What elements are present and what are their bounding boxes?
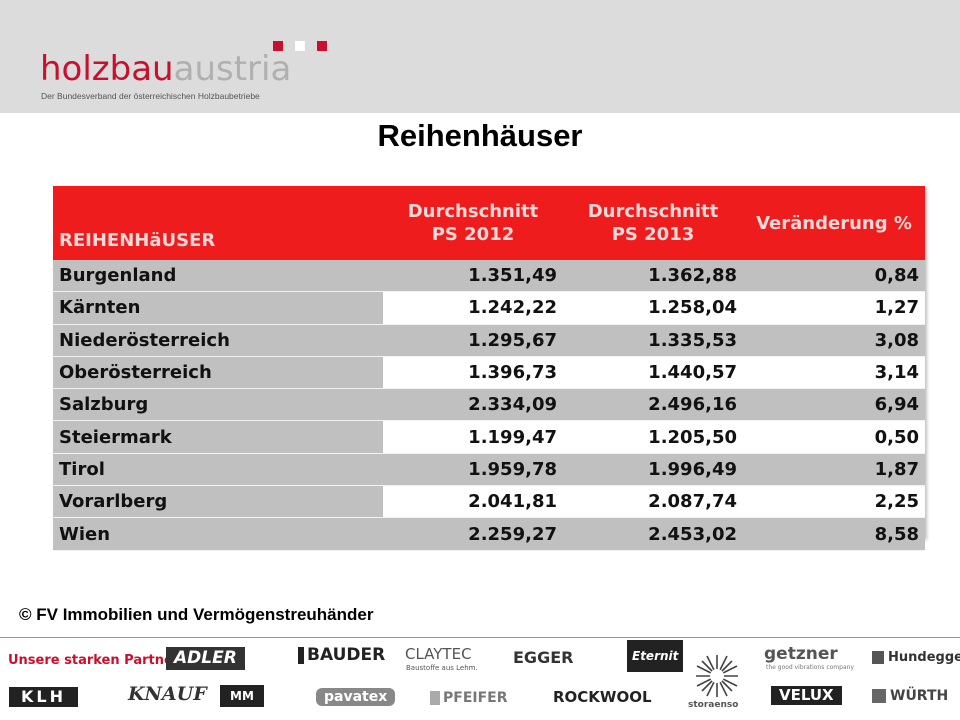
knauf-logo: KNAUF — [128, 683, 207, 705]
table-row: Tirol 1.959,78 1.996,49 1,87 — [53, 453, 925, 487]
table-row: Burgenland 1.351,49 1.362,88 0,84 — [53, 260, 925, 293]
value-cell: 1.335,53 — [563, 324, 743, 357]
header-ps2012: Durchschnitt PS 2012 — [383, 186, 563, 260]
logo-austria: austria — [173, 49, 292, 89]
storaenso-sunburst-icon — [694, 653, 740, 702]
value-cell: 1.351,49 — [383, 260, 563, 293]
table-row: Niederösterreich 1.295,67 1.335,53 3,08 — [53, 324, 925, 357]
logo-subtitle: Der Bundesverband der österreichischen H… — [41, 91, 260, 101]
table-header-row: REIHENHäUSER Durchschnitt PS 2012 Durchsc… — [53, 186, 925, 260]
value-cell: 2.334,09 — [383, 388, 563, 422]
value-cell: 2.087,74 — [563, 485, 743, 519]
value-cell: 1,27 — [743, 291, 925, 325]
footer-divider — [0, 637, 960, 638]
egger-logo: EGGER — [513, 648, 574, 667]
pfeifer-logo: PFEIFER — [430, 691, 508, 705]
getzner-logo: getzner — [764, 644, 838, 664]
logo-squares — [273, 38, 339, 51]
storaenso-logo: storaenso — [688, 700, 739, 710]
adler-logo: ADLER — [166, 647, 245, 670]
rockwool-logo: ROCKWOOL — [553, 688, 652, 706]
value-cell: 2.259,27 — [383, 517, 563, 551]
region-cell: Steiermark — [53, 420, 383, 454]
region-cell: Kärnten — [53, 291, 383, 325]
pavatex-logo: pavatex — [316, 688, 396, 706]
value-cell: 3,14 — [743, 356, 925, 390]
value-cell: 1.295,67 — [383, 324, 563, 357]
wuerth-logo: WÜRTH — [872, 689, 948, 703]
value-cell: 6,94 — [743, 388, 925, 422]
data-table-container: REIHENHäUSER Durchschnitt PS 2012 Durchsc… — [53, 186, 925, 551]
value-cell: 3,08 — [743, 324, 925, 357]
header-ps2013-line2: PS 2013 — [611, 224, 695, 245]
header-ps2012-line2: PS 2012 — [431, 224, 515, 245]
logo-square-red — [317, 41, 327, 51]
logo-square-red — [273, 41, 283, 51]
holzbauaustria-logo: holzbauaustria — [40, 50, 291, 88]
header-ps2012-line1: Durchschnitt — [407, 201, 539, 222]
klh-logo: KLH — [9, 687, 78, 707]
table-row: Steiermark 1.199,47 1.205,50 0,50 — [53, 420, 925, 454]
header-band: holzbauaustria Der Bundesverband der öst… — [0, 0, 960, 113]
mm-logo: MM — [220, 685, 264, 707]
data-table: REIHENHäUSER Durchschnitt PS 2012 Durchsc… — [53, 186, 925, 551]
claytec-tagline: Baustoffe aus Lehm. — [406, 664, 478, 672]
value-cell: 1.242,22 — [383, 291, 563, 325]
eternit-logo: Eternit — [627, 640, 684, 672]
velux-logo: VELUX — [771, 686, 842, 705]
value-cell: 2.453,02 — [563, 517, 743, 551]
header-change: Veränderung % — [743, 186, 925, 260]
region-cell: Niederösterreich — [53, 324, 383, 357]
region-cell: Wien — [53, 517, 383, 551]
copyright-notice: © FV Immobilien und Vermögenstreuhänder — [19, 605, 374, 624]
claytec-logo: CLAYTEC — [405, 645, 472, 663]
region-cell: Salzburg — [53, 388, 383, 422]
table-row: Vorarlberg 2.041,81 2.087,74 2,25 — [53, 485, 925, 519]
value-cell: 1.440,57 — [563, 356, 743, 390]
region-cell: Tirol — [53, 453, 383, 487]
header-region: REIHENHäUSER — [53, 186, 383, 260]
value-cell: 0,84 — [743, 260, 925, 293]
value-cell: 1.396,73 — [383, 356, 563, 390]
value-cell: 1,87 — [743, 453, 925, 487]
hundegger-logo: Hundegger — [872, 651, 960, 664]
value-cell: 1.205,50 — [563, 420, 743, 454]
table-row: Oberösterreich 1.396,73 1.440,57 3,14 — [53, 356, 925, 390]
bauder-logo: BAUDER — [298, 647, 385, 664]
value-cell: 1.362,88 — [563, 260, 743, 293]
page-title: Reihenhäuser — [377, 118, 583, 153]
header-ps2013-line1: Durchschnitt — [587, 201, 719, 222]
table-row: Kärnten 1.242,22 1.258,04 1,27 — [53, 291, 925, 325]
header-ps2013: Durchschnitt PS 2013 — [563, 186, 743, 260]
value-cell: 2.041,81 — [383, 485, 563, 519]
value-cell: 0,50 — [743, 420, 925, 454]
value-cell: 8,58 — [743, 517, 925, 551]
value-cell: 2,25 — [743, 485, 925, 519]
logo-holzbau: holzbau — [40, 49, 174, 89]
value-cell: 2.496,16 — [563, 388, 743, 422]
region-cell: Oberösterreich — [53, 356, 383, 390]
value-cell: 1.959,78 — [383, 453, 563, 487]
region-cell: Burgenland — [53, 260, 383, 293]
value-cell: 1.199,47 — [383, 420, 563, 454]
getzner-tagline: the good vibrations company — [766, 664, 854, 671]
region-cell: Vorarlberg — [53, 485, 383, 519]
table-row: Wien 2.259,27 2.453,02 8,58 — [53, 517, 925, 551]
logo-square-white — [295, 41, 305, 51]
value-cell: 1.258,04 — [563, 291, 743, 325]
table-row: Salzburg 2.334,09 2.496,16 6,94 — [53, 388, 925, 422]
value-cell: 1.996,49 — [563, 453, 743, 487]
partners-label: Unsere starken Partner — [8, 653, 180, 668]
